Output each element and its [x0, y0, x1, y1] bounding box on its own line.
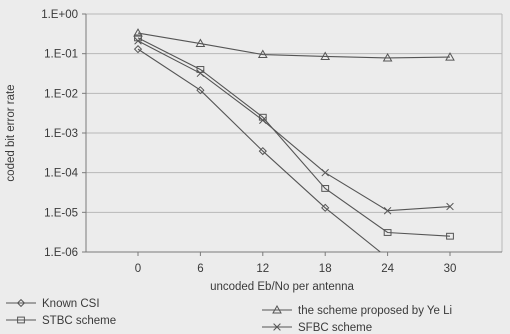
x-tick-label: 30	[444, 263, 457, 275]
series-line-stbc-scheme	[137, 37, 451, 237]
data-point-stbc-scheme	[321, 185, 330, 192]
series-line-known-csi	[137, 48, 381, 252]
legend-marker-stroke-b	[273, 323, 281, 331]
series-line-sfbc-scheme	[137, 40, 451, 212]
series-line-the-scheme-proposed-by-ye-li	[137, 32, 451, 59]
legend-marker	[272, 304, 282, 314]
data-point-the-scheme-proposed-by-ye-li	[133, 28, 143, 37]
x-tick-label: 12	[256, 263, 269, 275]
y-tick-label: 1.E-02	[44, 88, 78, 100]
series-the-scheme-proposed-by-ye-li	[133, 28, 455, 62]
data-point-the-scheme-proposed-by-ye-li	[445, 52, 455, 61]
data-point-known-csi	[196, 86, 205, 95]
data-point-the-scheme-proposed-by-ye-li	[320, 51, 331, 60]
data-point-sfbc-scheme-stroke-b	[259, 116, 267, 124]
data-point-sfbc-scheme	[196, 69, 205, 78]
data-point-known-csi	[321, 203, 330, 212]
y-tick-label: 1.E-04	[44, 168, 78, 180]
legend-label: Known CSI	[42, 298, 100, 310]
legend-marker	[17, 316, 25, 324]
data-point-sfbc-scheme-stroke-b	[196, 69, 205, 78]
legend-item-sfbc-scheme: SFBC scheme	[262, 322, 372, 334]
data-point-the-scheme-proposed-by-ye-li	[257, 49, 268, 59]
legend-label: SFBC scheme	[298, 322, 372, 334]
legend-marker	[273, 323, 281, 331]
data-point-stbc-scheme	[383, 229, 392, 236]
x-tick-label: 24	[381, 263, 394, 275]
x-axis-title: uncoded Eb/No per antenna	[210, 281, 354, 293]
data-point-sfbc-scheme-stroke-b	[383, 206, 392, 215]
y-tick-label: 1.E-05	[44, 207, 78, 219]
x-tick-label: 6	[197, 263, 203, 275]
y-tick-label: 1.E+00	[41, 9, 78, 21]
x-tick-label: 0	[135, 263, 141, 275]
legend-item-the-scheme-proposed-by-ye-li: the scheme proposed by Ye Li	[262, 304, 452, 317]
legend: Known CSI the scheme proposed by Ye Li STB…	[6, 298, 452, 334]
y-tick-label: 1.E-06	[44, 247, 78, 259]
data-point-the-scheme-proposed-by-ye-li	[382, 52, 393, 62]
legend-item-stbc-scheme: STBC scheme	[6, 315, 116, 327]
data-point-sfbc-scheme-stroke-b	[446, 202, 454, 211]
legend-item-known-csi: Known CSI	[6, 298, 100, 310]
data-point-sfbc-scheme	[446, 202, 454, 211]
data-point-the-scheme-proposed-by-ye-li	[195, 38, 206, 48]
legend-label: the scheme proposed by Ye Li	[298, 305, 452, 317]
series-known-csi	[133, 45, 381, 252]
data-point-known-csi	[133, 45, 143, 54]
data-point-sfbc-scheme	[321, 168, 329, 177]
legend-marker	[16, 298, 26, 308]
data-point-stbc-scheme	[196, 66, 205, 73]
data-point-sfbc-scheme	[259, 116, 267, 124]
data-point-sfbc-scheme-stroke-b	[134, 37, 142, 45]
legend-label: STBC scheme	[42, 315, 116, 327]
series-sfbc-scheme	[134, 37, 454, 215]
data-point-sfbc-scheme	[134, 37, 142, 45]
data-point-sfbc-scheme-stroke-b	[321, 168, 329, 177]
y-tick-label: 1.E-03	[44, 128, 78, 140]
data-point-sfbc-scheme	[383, 206, 392, 215]
y-tick-label: 1.E-01	[44, 49, 78, 61]
x-tick-label: 18	[319, 263, 332, 275]
y-axis-title: coded bit error rate	[5, 84, 17, 181]
data-point-stbc-scheme	[446, 232, 454, 240]
data-point-known-csi	[258, 146, 267, 156]
